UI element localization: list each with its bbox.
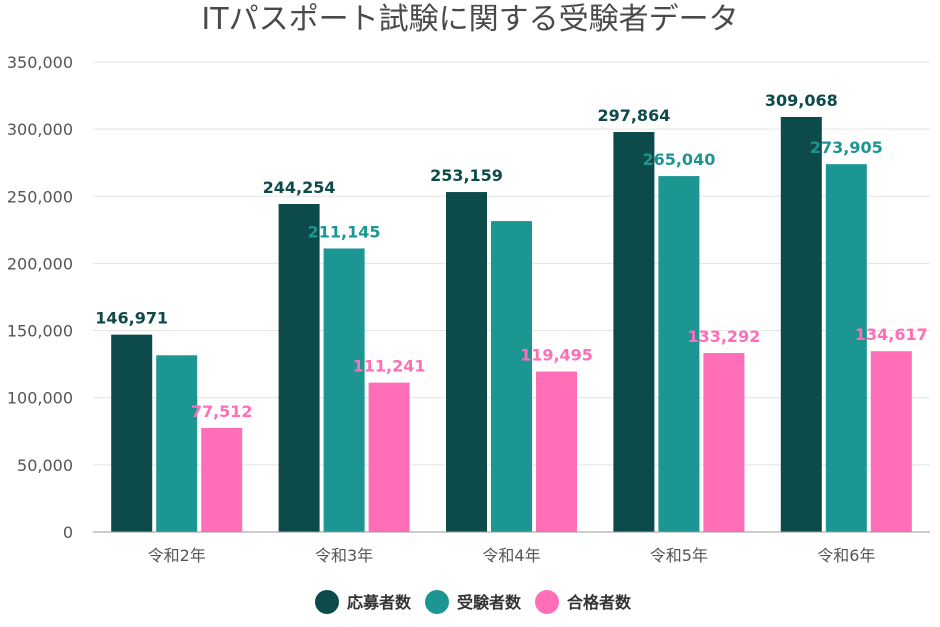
data-label: 111,241	[353, 357, 426, 376]
data-label: 211,145	[308, 222, 381, 241]
bar-3-3	[536, 371, 577, 532]
legend-marker	[425, 590, 449, 614]
data-label: 134,617	[855, 325, 928, 344]
y-tick-label: 300,000	[7, 120, 73, 139]
data-label: 244,254	[263, 178, 336, 197]
bar-2-5	[825, 164, 867, 533]
y-tick-label: 100,000	[7, 389, 73, 408]
data-labels: 146,971 77,512 244,254 211,145 111,241 253,15…	[95, 91, 927, 421]
bar-3-5	[870, 351, 912, 532]
legend: 応募者数 受験者数 合格者数	[315, 590, 632, 614]
data-label: 133,292	[687, 327, 760, 346]
x-tick-label: 令和4年	[482, 546, 540, 565]
data-label: 119,495	[520, 346, 593, 365]
bars	[111, 116, 912, 533]
bar-2-2	[323, 248, 365, 532]
bar-2-1	[156, 355, 198, 532]
legend-marker	[535, 590, 559, 614]
y-tick-label: 200,000	[7, 254, 73, 273]
y-tick-label: 50,000	[17, 456, 73, 475]
data-label: 273,905	[810, 138, 883, 157]
x-tick-label: 令和6年	[817, 546, 875, 565]
bar-3-4	[703, 353, 745, 532]
data-label: 265,040	[642, 150, 715, 169]
bar-1-2	[278, 204, 320, 532]
bar-1-1	[111, 334, 153, 532]
y-axis-ticks: 0 50,000 100,000 150,000 200,000 250,000 300,0…	[7, 53, 73, 542]
bar-1-5	[780, 116, 822, 533]
y-tick-label: 150,000	[7, 322, 73, 341]
bar-3-2	[368, 382, 410, 532]
data-label: 297,864	[597, 106, 670, 125]
x-axis-ticks: 令和2年 令和3年 令和4年 令和5年 令和6年	[148, 546, 876, 565]
data-label: 77,512	[191, 402, 253, 421]
data-label: 253,159	[430, 166, 503, 185]
x-tick-label: 令和3年	[315, 546, 373, 565]
data-label: 146,971	[95, 309, 168, 328]
legend-label: 合格者数	[567, 593, 632, 612]
bar-1-4	[613, 132, 655, 532]
y-tick-label: 250,000	[7, 187, 73, 206]
bar-3-1	[201, 427, 243, 532]
bar-2-4	[658, 176, 700, 532]
x-tick-label: 令和5年	[650, 546, 708, 565]
data-label: 309,068	[765, 91, 838, 110]
bar-1-3	[446, 192, 487, 532]
y-tick-label: 350,000	[7, 53, 73, 72]
legend-label: 応募者数	[347, 593, 412, 612]
x-tick-label: 令和2年	[148, 546, 206, 565]
legend-marker	[315, 590, 339, 614]
bar-2-3	[491, 221, 532, 532]
y-tick-label: 0	[63, 523, 73, 542]
chart-title: ITパスポート試験に関する受験者データ	[201, 2, 738, 37]
legend-label: 受験者数	[457, 593, 522, 612]
